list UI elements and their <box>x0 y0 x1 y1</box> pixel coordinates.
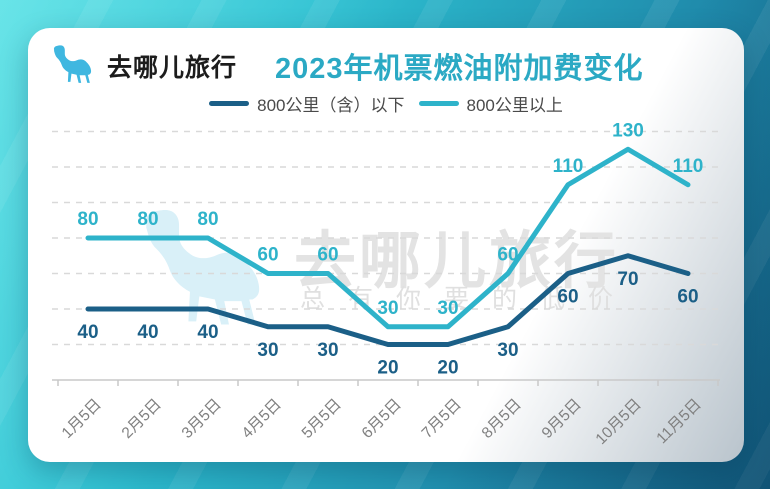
data-label: 110 <box>673 156 704 177</box>
legend-label-over-800km: 800公里以上 <box>466 95 563 115</box>
data-label: 30 <box>377 298 398 319</box>
data-label: 110 <box>553 156 584 177</box>
x-axis-label: 1月5日 <box>59 396 105 442</box>
data-label: 80 <box>137 209 158 230</box>
x-axis-label: 9月5日 <box>539 396 585 442</box>
data-label: 80 <box>77 209 98 230</box>
data-label: 60 <box>497 245 518 266</box>
x-axis-label: 2月5日 <box>119 396 165 442</box>
data-label: 40 <box>137 322 158 343</box>
x-axis-label: 6月5日 <box>359 396 405 442</box>
legend-label-under-800km: 800公里（含）以下 <box>257 95 405 115</box>
data-label: 40 <box>77 322 98 343</box>
x-axis-label: 7月5日 <box>419 396 465 442</box>
x-axis-label: 8月5日 <box>479 396 525 442</box>
data-label: 80 <box>197 209 218 230</box>
x-axis-label: 10月5日 <box>593 396 645 448</box>
data-label: 30 <box>257 340 278 361</box>
chart-title: 2023年机票燃油附加费变化 <box>275 53 644 85</box>
legend-line-swatch-dark <box>209 100 250 106</box>
data-label: 60 <box>677 287 698 308</box>
legend-item-under-800km[interactable]: 800公里（含）以下 <box>209 91 405 116</box>
line-chart: 1月5日 2月5日 3月5日 4月5日 5月5日 6月5日 7月5日 8月5日 9月5日 10月5… <box>52 120 720 448</box>
chart-card: 去哪儿旅行 2023年机票燃油附加费变化 800公里（含）以下 800公里以上 … <box>28 28 744 462</box>
data-label: 30 <box>437 298 458 319</box>
data-label: 60 <box>557 287 578 308</box>
data-label: 20 <box>437 358 458 379</box>
qunar-logo: 去哪儿旅行 <box>46 43 237 89</box>
camel-logo-icon <box>53 45 92 83</box>
data-label: 60 <box>257 245 278 266</box>
chart-legend: 800公里（含）以下 800公里以上 <box>28 91 744 116</box>
x-axis-label: 3月5日 <box>179 396 225 442</box>
legend-line-swatch-teal <box>418 100 459 106</box>
data-label: 130 <box>612 120 644 141</box>
x-axis-label: 11月5日 <box>653 396 704 447</box>
data-label: 20 <box>377 358 398 379</box>
data-label: 60 <box>317 245 338 266</box>
x-axis-label: 4月5日 <box>239 396 285 442</box>
x-axis-label: 5月5日 <box>299 396 345 442</box>
data-label: 70 <box>617 269 638 290</box>
legend-item-over-800km[interactable]: 800公里以上 <box>418 91 563 116</box>
data-label: 30 <box>317 340 338 361</box>
header: 去哪儿旅行 2023年机票燃油附加费变化 <box>46 40 726 92</box>
logo-text: 去哪儿旅行 <box>107 54 238 82</box>
data-label: 40 <box>197 322 218 343</box>
data-label: 30 <box>497 340 518 361</box>
